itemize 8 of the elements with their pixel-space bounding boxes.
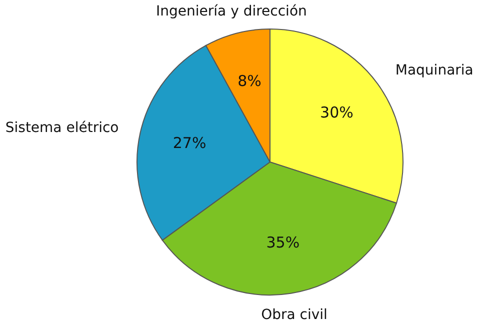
data-label: 30% (320, 104, 354, 122)
slice-label: Ingeniería y dirección (156, 4, 307, 20)
slice-label: Maquinaria (395, 62, 474, 79)
slice-label: Obra civil (261, 306, 328, 323)
data-label: 35% (266, 234, 300, 252)
data-label: 27% (172, 134, 206, 152)
slice-label: Sistema elétrico (5, 120, 119, 136)
data-label: 8% (238, 72, 262, 90)
